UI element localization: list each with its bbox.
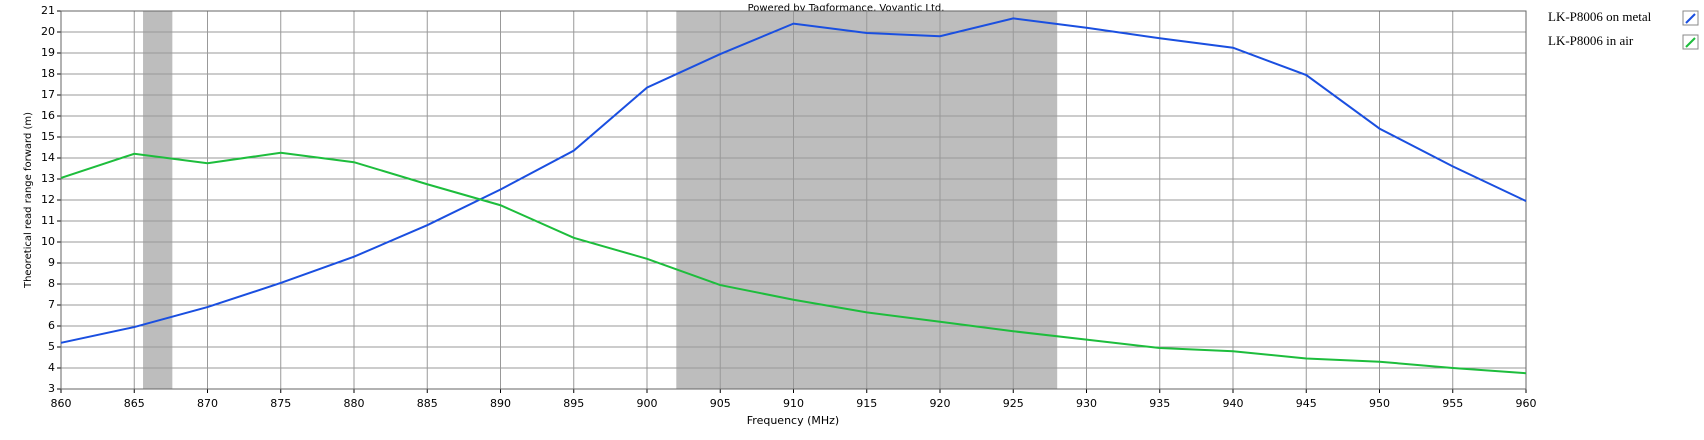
y-tick-label: 4	[48, 361, 55, 374]
y-tick-label: 19	[41, 46, 55, 59]
chart-title: Powered by Tagformance, Voyantic Ltd.	[748, 3, 945, 14]
x-tick-label: 865	[124, 397, 145, 410]
legend-swatch	[1685, 37, 1696, 48]
y-tick-label: 14	[41, 151, 55, 164]
x-tick-label: 960	[1516, 397, 1537, 410]
x-tick-label: 895	[563, 397, 584, 410]
x-tick-label: 915	[856, 397, 877, 410]
legend-label: LK-P8006 in air	[1548, 33, 1634, 48]
y-tick-label: 8	[48, 277, 55, 290]
x-tick-label: 880	[344, 397, 365, 410]
x-tick-label: 935	[1149, 397, 1170, 410]
x-axis-label: Frequency (MHz)	[747, 414, 839, 427]
x-tick-label: 885	[417, 397, 438, 410]
y-tick-label: 13	[41, 172, 55, 185]
y-tick-label: 10	[41, 235, 55, 248]
y-tick-label: 16	[41, 109, 55, 122]
x-tick-label: 920	[930, 397, 951, 410]
x-tick-label: 925	[1003, 397, 1024, 410]
x-tick-label: 940	[1223, 397, 1244, 410]
y-tick-label: 21	[41, 4, 55, 17]
y-tick-label: 15	[41, 130, 55, 143]
y-tick-label: 7	[48, 298, 55, 311]
y-tick-label: 12	[41, 193, 55, 206]
legend-swatch	[1685, 13, 1696, 24]
y-axis-label: Theoretical read range forward (m)	[23, 112, 34, 289]
series-line	[60, 151, 1527, 375]
x-tick-label: 905	[710, 397, 731, 410]
y-tick-label: 5	[48, 340, 55, 353]
x-tick-label: 955	[1442, 397, 1463, 410]
y-tick-label: 6	[48, 319, 55, 332]
x-tick-label: 945	[1296, 397, 1317, 410]
y-tick-label: 18	[41, 67, 55, 80]
x-tick-label: 900	[637, 397, 658, 410]
x-tick-label: 910	[783, 397, 804, 410]
x-tick-label: 870	[197, 397, 218, 410]
x-tick-label: 950	[1369, 397, 1390, 410]
series-line	[60, 17, 1527, 344]
y-tick-label: 9	[48, 256, 55, 269]
legend-label: LK-P8006 on metal	[1548, 9, 1652, 24]
x-tick-label: 890	[490, 397, 511, 410]
y-tick-label: 20	[41, 25, 55, 38]
y-tick-label: 3	[48, 382, 55, 395]
y-tick-label: 17	[41, 88, 55, 101]
x-tick-label: 930	[1076, 397, 1097, 410]
x-tick-label: 860	[51, 397, 72, 410]
x-tick-label: 875	[270, 397, 291, 410]
y-tick-label: 11	[41, 214, 55, 227]
